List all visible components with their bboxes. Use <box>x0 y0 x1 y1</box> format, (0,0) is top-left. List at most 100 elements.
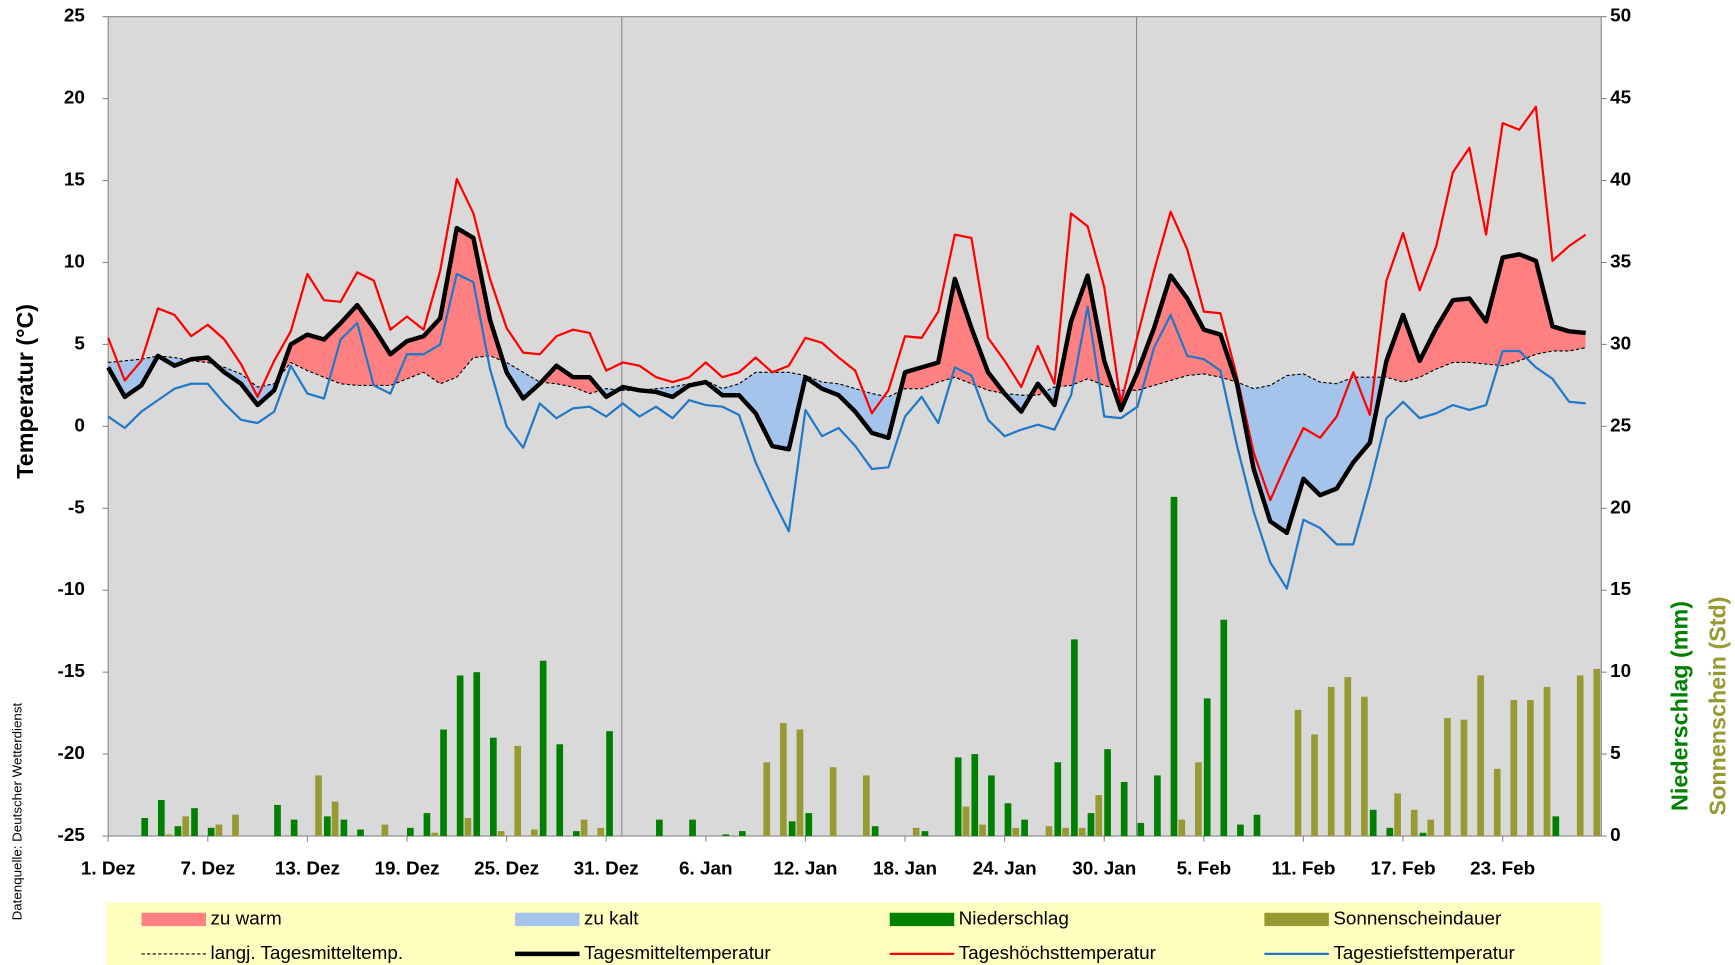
bar <box>971 754 979 837</box>
line <box>108 347 1586 398</box>
bar <box>656 819 663 837</box>
bar <box>473 672 481 837</box>
y-tick-label: 5 <box>74 333 84 354</box>
y2-tick-label: 0 <box>1610 825 1621 846</box>
y-tick-label: -20 <box>58 743 85 764</box>
y2-axis-title: Sonnenschein (Std) <box>1704 596 1730 815</box>
bar <box>174 826 182 837</box>
bar <box>1178 819 1186 837</box>
bar <box>722 834 730 837</box>
bar <box>1527 700 1534 837</box>
bar <box>556 744 564 837</box>
bar <box>1576 675 1584 837</box>
bar <box>1510 700 1518 837</box>
bar <box>1004 803 1012 837</box>
bar <box>788 821 796 837</box>
x-tick-label: 1. Dez <box>81 858 136 879</box>
bar <box>165 834 173 837</box>
y-tick-label: -25 <box>58 825 85 846</box>
x-tick-label: 17. Feb <box>1371 858 1436 879</box>
bar <box>1493 768 1501 837</box>
bar <box>954 757 962 837</box>
bar <box>340 819 348 837</box>
x-tick-label: 5. Feb <box>1177 858 1232 879</box>
bar <box>1087 813 1095 837</box>
source-note: Datenquelle: Deutscher Wetterdienst <box>10 703 25 921</box>
line <box>107 105 1587 502</box>
x-tick-label: 31. Dez <box>574 858 639 879</box>
bar <box>431 832 439 837</box>
bar <box>805 813 813 837</box>
bar <box>1137 822 1145 837</box>
bar <box>157 799 165 837</box>
bar <box>357 829 364 837</box>
y2-tick-label: 25 <box>1610 415 1631 436</box>
x-tick-label: 25. Dez <box>474 858 539 879</box>
x-tick-label: 13. Dez <box>275 858 340 879</box>
bar <box>1104 749 1111 837</box>
bar <box>323 816 331 837</box>
bar <box>440 729 447 837</box>
bar <box>1477 675 1484 837</box>
x-tick-label: 18. Jan <box>873 858 937 879</box>
bar <box>979 824 986 837</box>
bar <box>871 826 879 837</box>
y-axis-title: Temperatur (°C) <box>12 304 38 479</box>
legend-label: Tagestiefsttemperatur <box>1333 943 1515 964</box>
legend-swatch <box>515 912 580 927</box>
y-tick-label: 0 <box>74 415 84 436</box>
bar <box>315 775 322 837</box>
legend-label: zu kalt <box>584 908 639 929</box>
bar <box>514 745 522 837</box>
bar <box>1237 824 1244 837</box>
bar <box>962 806 970 837</box>
bar <box>829 767 837 837</box>
bar <box>1386 827 1394 837</box>
bar <box>1344 677 1352 837</box>
bar <box>1427 819 1435 837</box>
legend-label: zu warm <box>210 908 281 929</box>
bar <box>863 775 870 837</box>
bar <box>1062 827 1069 837</box>
bar <box>1021 819 1028 837</box>
bar <box>141 818 149 837</box>
bar <box>456 675 464 837</box>
y-tick-label: 25 <box>64 6 85 27</box>
bar <box>1294 709 1302 837</box>
bar <box>988 775 995 837</box>
bar <box>1120 781 1128 837</box>
bar <box>580 819 588 837</box>
bar <box>1543 686 1551 837</box>
bar <box>1045 826 1053 837</box>
bar <box>1327 686 1335 837</box>
x-tick-label: 30. Jan <box>1072 858 1136 879</box>
bar <box>1170 496 1178 837</box>
bar <box>1311 734 1318 837</box>
y2-tick-label: 20 <box>1610 497 1631 518</box>
bar <box>207 827 215 837</box>
bar <box>331 801 339 837</box>
bar <box>1410 809 1418 837</box>
legend-label: Tagesmitteltemperatur <box>584 943 771 964</box>
bar <box>232 814 239 837</box>
bar <box>597 827 605 837</box>
y2-tick-label: 45 <box>1610 88 1631 109</box>
bar <box>780 722 787 837</box>
bar <box>573 831 580 837</box>
bar <box>1154 775 1161 837</box>
bar <box>490 737 497 837</box>
legend-label: Sonnenscheindauer <box>1333 908 1501 929</box>
y2-tick-label: 15 <box>1610 579 1631 600</box>
line <box>107 272 1586 590</box>
legend-swatch <box>889 912 955 927</box>
bar <box>1460 719 1468 837</box>
y2-tick-label: 5 <box>1610 743 1621 764</box>
x-tick-label: 24. Jan <box>973 858 1037 879</box>
bar <box>497 831 505 837</box>
line <box>106 225 1586 536</box>
x-tick-label: 11. Feb <box>1271 858 1335 879</box>
bar <box>689 819 696 837</box>
bar <box>1203 698 1211 837</box>
x-tick-label: 7. Dez <box>181 858 236 879</box>
